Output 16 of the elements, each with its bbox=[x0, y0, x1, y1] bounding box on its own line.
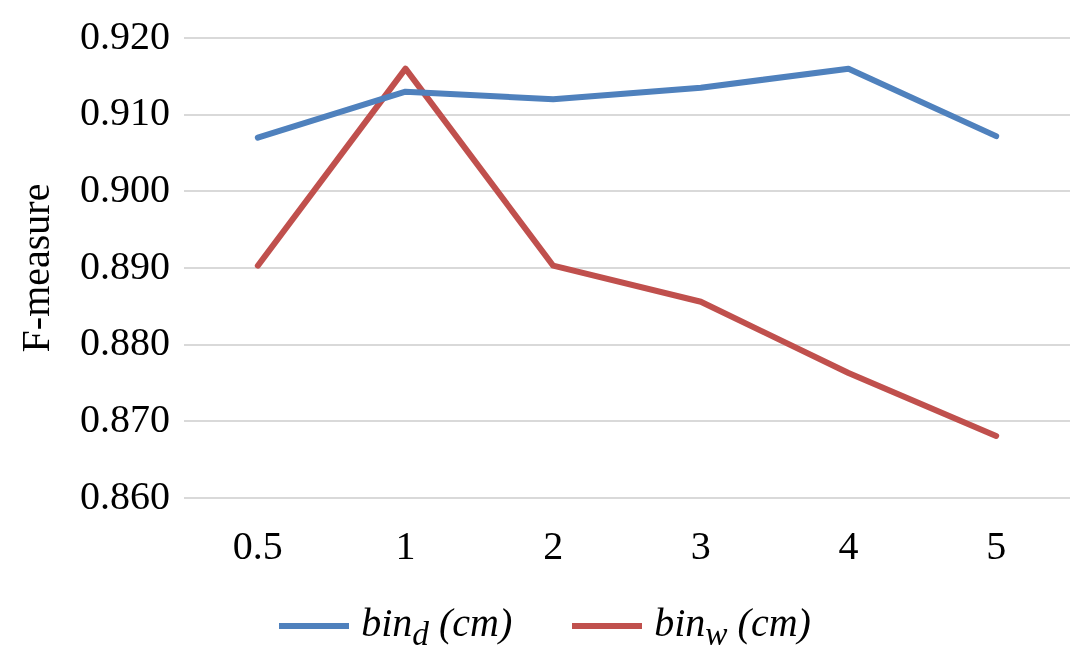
x-tick-label: 5 bbox=[986, 522, 1007, 568]
y-tick-label: 0.890 bbox=[80, 242, 170, 288]
x-tick-label: 2 bbox=[543, 522, 564, 568]
y-tick-label: 0.870 bbox=[80, 395, 170, 441]
y-tick-label: 0.910 bbox=[80, 89, 170, 135]
y-tick-label: 0.860 bbox=[80, 472, 170, 518]
y-tick-label: 0.900 bbox=[80, 165, 170, 211]
y-axis-title: F-measure bbox=[12, 183, 58, 353]
x-tick-label: 3 bbox=[690, 522, 711, 568]
legend-label: bin$_{w}$ (cm) bbox=[654, 599, 811, 653]
y-tick-label: 0.920 bbox=[80, 12, 170, 58]
x-tick-label: 1 bbox=[395, 522, 416, 568]
x-tick-label: 0.5 bbox=[232, 522, 283, 568]
x-tick-label: 4 bbox=[838, 522, 859, 568]
legend-label: bin$_{d}$ (cm) bbox=[361, 599, 513, 653]
y-tick-label: 0.880 bbox=[80, 319, 170, 365]
